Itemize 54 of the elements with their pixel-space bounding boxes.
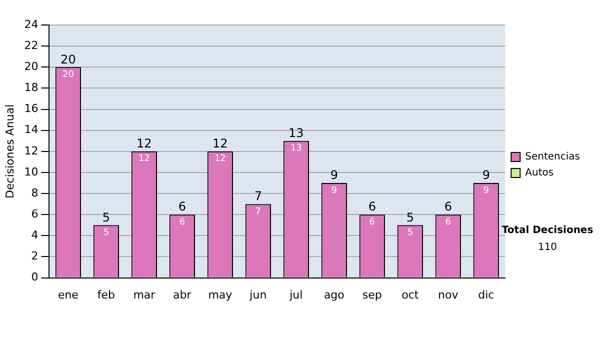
total-label: 9 [330,168,338,182]
legend-label: Sentencias [525,152,580,163]
y-tick-label: 16 [24,102,38,116]
total-label: 7 [254,189,262,204]
data-label: 9 [483,186,490,196]
legend-label: Autos [525,168,554,179]
data-label: 13 [290,144,302,154]
total-label: 20 [60,52,76,66]
total-label: 9 [482,168,490,182]
y-tick-label: 0 [31,270,38,284]
y-tick-label: 6 [31,207,38,220]
data-label: 20 [62,70,74,80]
x-tick-label: oct [402,288,420,302]
x-tick-label: abr [173,288,192,302]
x-tick-label: jul [288,288,303,302]
annotation: Total Decisiones [500,225,594,236]
total-label: 6 [368,200,376,214]
x-tick-label: ene [58,288,79,302]
y-axis-title: Decisiones Anual [3,104,16,198]
x-tick-label: ago [324,288,345,302]
total-label: 6 [444,200,452,214]
x-tick-label: dic [478,288,494,302]
total-label: 5 [102,210,110,224]
data-label: 6 [179,217,186,228]
data-label: 6 [445,217,452,228]
total-label: 6 [178,200,186,214]
data-label: 5 [407,228,414,238]
x-tick-label: mar [133,288,156,302]
y-tick-label: 10 [24,165,38,178]
y-tick-label: 8 [31,186,38,200]
y-tick-label: 14 [24,123,38,136]
data-label: 6 [369,217,376,228]
y-tick-label: 20 [24,60,38,73]
data-label: 12 [214,154,226,164]
text: 110 [536,242,558,253]
y-tick-label: 24 [24,18,38,31]
x-tick-label: nov [438,288,459,302]
y-tick-label: 22 [24,38,38,52]
x-tick-label: feb [97,288,116,302]
y-tick-label: 12 [24,144,38,158]
x-tick-label: jun [248,288,267,302]
data-label: 9 [331,186,338,196]
x-tick-label: sep [362,288,382,302]
total-label: 12 [212,136,228,151]
y-tick-label: 2 [31,250,38,263]
data-label: 12 [138,154,150,164]
y-tick-label: 18 [24,81,38,94]
total-label: 12 [136,136,152,151]
data-label: 5 [103,228,110,238]
total-label: 13 [288,126,304,140]
y-tick-label: 4 [31,228,38,242]
total-label: 5 [406,210,414,224]
x-tick-label: may [208,288,233,302]
data-label: 7 [255,206,262,217]
